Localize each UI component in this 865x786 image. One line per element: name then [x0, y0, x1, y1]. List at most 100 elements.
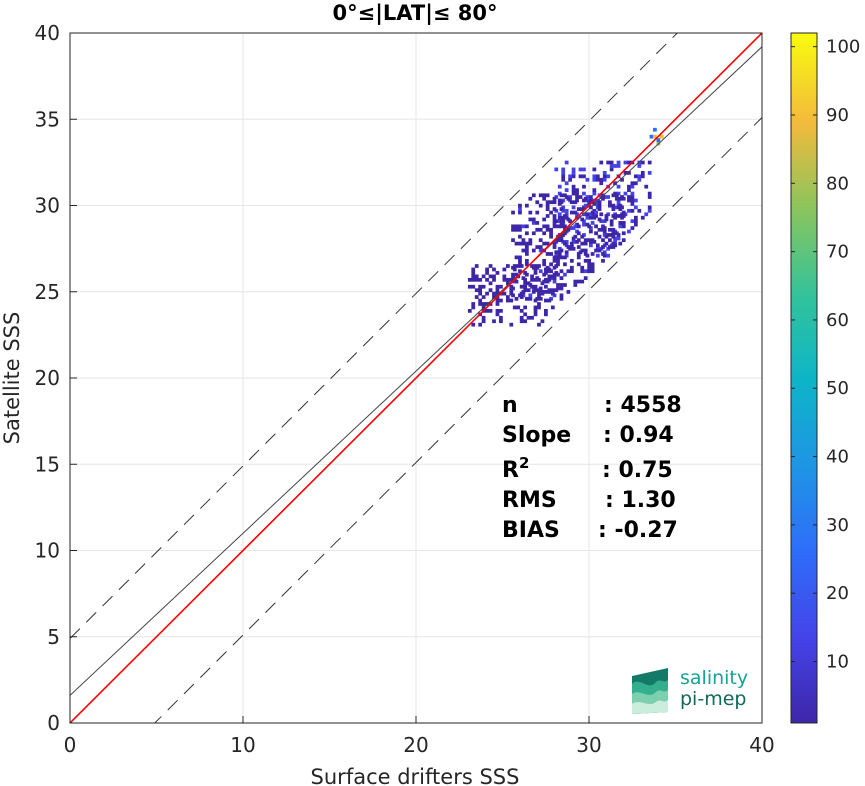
- density-cell: [512, 305, 517, 310]
- colorbar-ticks: 10 20 30 40 50 60 70 80 90 100: [791, 37, 860, 673]
- density-cell: [519, 284, 524, 289]
- density-cell: [614, 193, 619, 198]
- density-cell: [533, 267, 538, 272]
- colorbar-tick-label: 40: [826, 447, 849, 468]
- density-cell: [595, 243, 600, 248]
- density-cell: [623, 171, 628, 175]
- density-cell: [544, 312, 548, 317]
- density-cell: [608, 227, 612, 232]
- density-cell: [537, 288, 541, 293]
- density-cell: [601, 224, 605, 229]
- density-cell: [526, 281, 531, 286]
- density-cell: [538, 193, 543, 198]
- density-cell: [537, 291, 541, 296]
- density-cell: [524, 224, 529, 229]
- density-cell: [613, 181, 617, 186]
- density-cell: [509, 291, 514, 296]
- logo-salinity-text: salinity: [680, 667, 748, 689]
- stat-value: : -0.27: [598, 518, 678, 543]
- density-cell: [630, 181, 635, 186]
- density-cell: [478, 322, 483, 327]
- density-cell: [608, 245, 612, 249]
- density-cell: [580, 234, 585, 239]
- density-cell: [583, 258, 588, 263]
- density-cell: [556, 255, 560, 260]
- density-cell: [530, 284, 534, 289]
- density-cell: [594, 248, 598, 253]
- density-cell: [533, 298, 538, 303]
- density-cell: [633, 174, 638, 179]
- density-cell: [606, 253, 611, 258]
- density-cell: [590, 210, 595, 215]
- density-cell: [569, 269, 574, 274]
- density-cell: [544, 271, 548, 275]
- density-cell: [492, 291, 496, 296]
- density-cell: [524, 296, 529, 301]
- density-cell: [550, 288, 555, 293]
- chart-title: 0°≤|LAT|≤ 80°: [332, 1, 497, 26]
- density-cell: [561, 167, 566, 172]
- density-cell: [549, 227, 553, 232]
- density-cell: [492, 274, 496, 279]
- density-cell: [538, 227, 543, 232]
- density-cell: [633, 198, 638, 203]
- density-cell: [552, 255, 557, 260]
- density-cell: [571, 205, 576, 210]
- density-cell: [569, 258, 574, 263]
- density-cell: [514, 255, 519, 260]
- density-cell: [495, 271, 500, 275]
- density-cell: [633, 219, 638, 224]
- density-cell: [485, 291, 489, 296]
- density-cell: [608, 203, 612, 208]
- density-cell: [580, 248, 585, 253]
- density-cell: [524, 248, 529, 253]
- density-cell: [559, 221, 564, 225]
- density-cell: [514, 227, 519, 232]
- density-cell: [640, 215, 645, 220]
- density-cell: [590, 265, 595, 270]
- density-cell: [495, 312, 500, 317]
- density-cell: [556, 258, 560, 263]
- density-cells: [467, 127, 664, 327]
- density-cell: [535, 227, 540, 232]
- density-cell: [583, 252, 588, 256]
- density-cell: [545, 241, 550, 246]
- density-cell: [609, 167, 614, 172]
- density-cell: [621, 224, 626, 229]
- density-cell: [511, 227, 515, 232]
- density-cell: [647, 208, 652, 213]
- density-cell: [647, 205, 652, 210]
- density-cell: [544, 298, 548, 303]
- density-cell: [587, 262, 592, 267]
- density-cell: [583, 203, 588, 208]
- density-cell: [485, 267, 489, 272]
- density-cell: [563, 272, 567, 277]
- density-cell: [589, 229, 593, 234]
- density-cell: [509, 284, 514, 289]
- stat-superscript: 2: [519, 454, 529, 472]
- density-cell: [524, 231, 529, 236]
- density-cell: [568, 174, 572, 179]
- density-cell: [530, 264, 534, 268]
- density-cell: [474, 274, 479, 279]
- density-cell: [582, 184, 586, 189]
- density-cell: [595, 177, 600, 182]
- density-cell: [585, 177, 590, 182]
- density-cell: [630, 208, 635, 213]
- density-cell: [533, 309, 538, 313]
- density-cell: [518, 224, 522, 229]
- density-cell: [524, 203, 529, 208]
- density-cell: [478, 284, 483, 289]
- y-axis-label: Satellite SSS: [0, 312, 24, 445]
- density-cell: [606, 160, 611, 165]
- density-cell: [637, 160, 642, 165]
- density-cell: [563, 262, 567, 267]
- density-cell: [573, 200, 578, 205]
- density-cell: [549, 252, 553, 256]
- density-cell: [569, 241, 574, 246]
- stat-value: : 1.30: [605, 488, 676, 513]
- density-cell: [524, 241, 529, 246]
- density-cell: [481, 284, 486, 289]
- density-cell: [524, 245, 529, 249]
- density-cell: [499, 309, 503, 313]
